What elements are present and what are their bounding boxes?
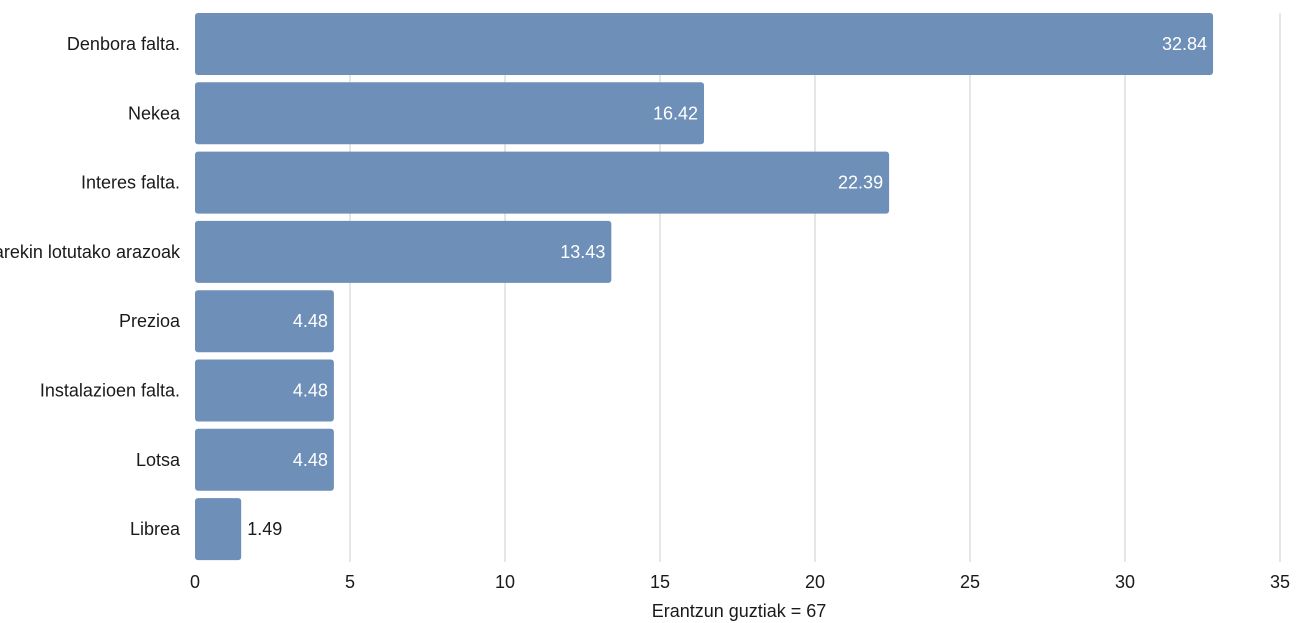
data-label: 16.42 xyxy=(653,103,698,123)
x-tick-label: 20 xyxy=(805,572,825,592)
x-tick-label: 25 xyxy=(960,572,980,592)
category-label: Instalazioen falta. xyxy=(40,381,180,401)
x-tick-labels: 0 5 10 15 20 25 30 35 xyxy=(190,572,1290,592)
x-tick-label: 0 xyxy=(190,572,200,592)
x-tick-label: 30 xyxy=(1115,572,1135,592)
category-label: Prezioa xyxy=(119,311,181,331)
x-tick-label: 5 xyxy=(345,572,355,592)
category-labels: Denbora falta. Nekea Interes falta. Osasuna… xyxy=(0,34,181,539)
data-label: 4.48 xyxy=(293,311,328,331)
data-label: 1.49 xyxy=(247,519,282,539)
data-label: 4.48 xyxy=(293,381,328,401)
data-label: 4.48 xyxy=(293,450,328,470)
x-tick-label: 35 xyxy=(1270,572,1290,592)
x-tick-label: 15 xyxy=(650,572,670,592)
category-label: Nekea xyxy=(128,103,181,123)
x-tick-label: 10 xyxy=(495,572,515,592)
category-label: Denbora falta. xyxy=(67,34,180,54)
bars: 32.84 16.42 22.39 13.43 4.48 4.48 4.48 1.49 xyxy=(195,13,1214,561)
bar xyxy=(195,82,705,145)
category-label: Osasunarekin lotutako arazoak xyxy=(0,242,181,262)
bar xyxy=(195,151,890,214)
bar xyxy=(195,220,612,283)
category-label: Lotsa xyxy=(136,450,181,470)
data-label: 13.43 xyxy=(560,242,605,262)
category-label: Interes falta. xyxy=(81,173,180,193)
bar xyxy=(195,359,334,422)
x-axis-label: Erantzun guztiak = 67 xyxy=(652,601,827,621)
data-label: 22.39 xyxy=(838,173,883,193)
bar xyxy=(195,428,334,491)
bar xyxy=(195,498,242,561)
bar xyxy=(195,13,1214,75)
data-label: 32.84 xyxy=(1162,34,1207,54)
bar xyxy=(195,290,334,353)
category-label: Librea xyxy=(130,519,181,539)
